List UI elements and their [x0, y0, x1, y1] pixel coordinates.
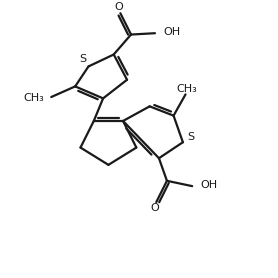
Text: S: S — [187, 132, 194, 142]
Text: S: S — [79, 54, 86, 64]
Text: OH: OH — [163, 27, 181, 37]
Text: O: O — [115, 3, 123, 13]
Text: O: O — [151, 203, 159, 213]
Text: CH₃: CH₃ — [23, 93, 44, 103]
Text: CH₃: CH₃ — [177, 83, 197, 93]
Text: OH: OH — [201, 180, 218, 190]
